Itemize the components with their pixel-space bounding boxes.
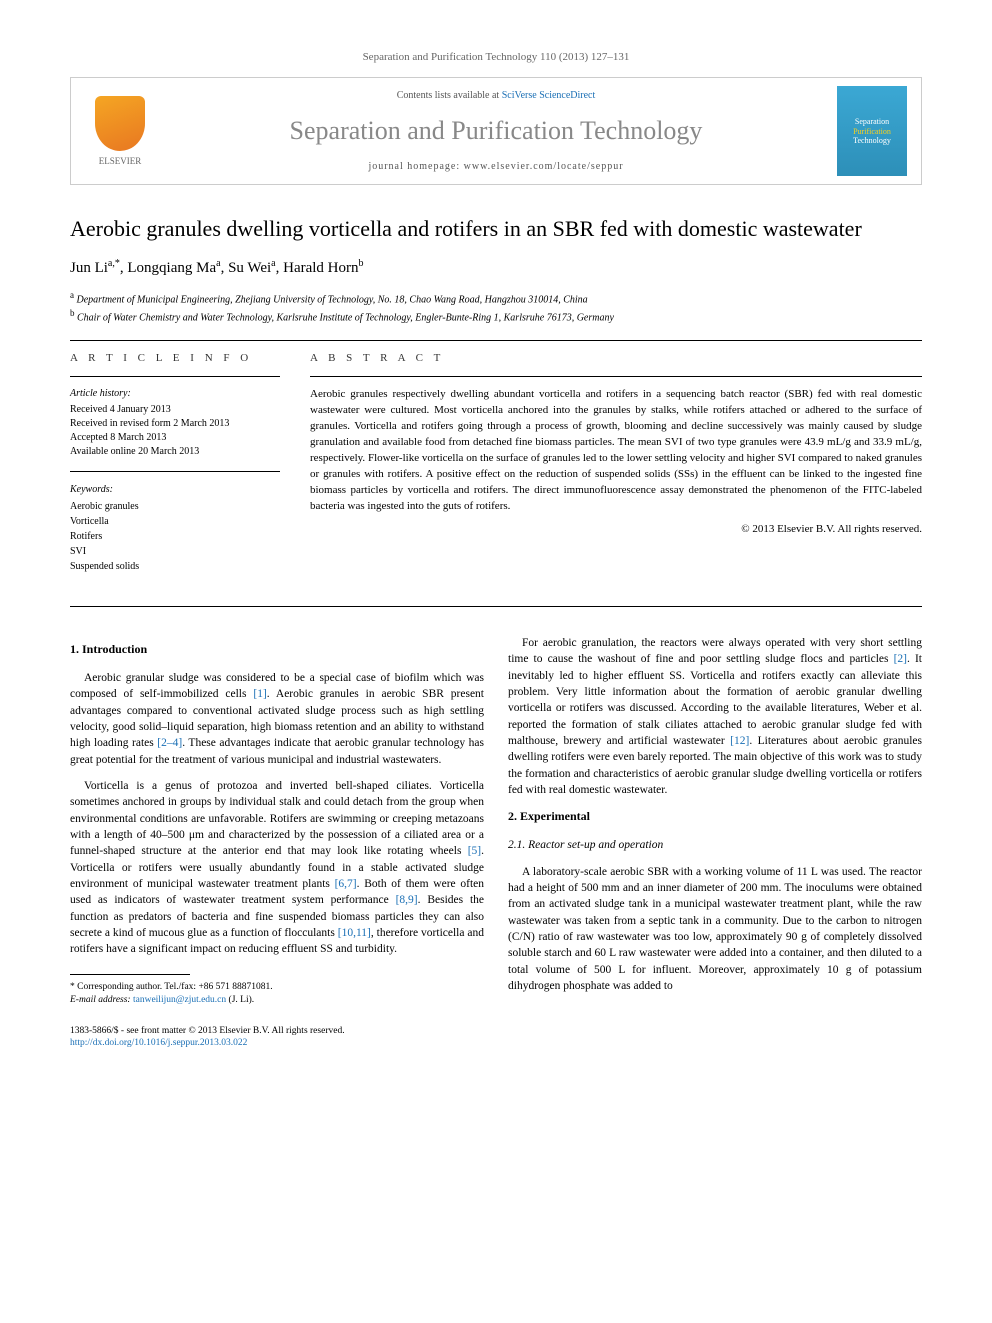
divider [70, 606, 922, 607]
author-item[interactable]: Longqiang Maa [127, 260, 220, 276]
history-label: Article history: [70, 387, 280, 401]
info-abstract-row: A R T I C L E I N F O Article history: R… [70, 351, 922, 586]
keyword-item: SVI [70, 544, 280, 559]
experimental-paragraph: A laboratory-scale aerobic SBR with a wo… [508, 864, 922, 995]
doi-prefix[interactable]: http://dx.doi.org/ [70, 1038, 134, 1048]
header-citation: Separation and Purification Technology 1… [70, 50, 922, 65]
body-columns: 1. Introduction Aerobic granular sludge … [70, 635, 922, 1007]
contents-prefix: Contents lists available at [397, 90, 502, 101]
email-line: E-mail address: tanweilijun@zjut.edu.cn … [70, 994, 484, 1007]
journal-name: Separation and Purification Technology [155, 113, 837, 149]
author-item[interactable]: Harald Hornb [283, 260, 363, 276]
keywords-block: Keywords: Aerobic granules Vorticella Ro… [70, 482, 280, 574]
keywords-label: Keywords: [70, 482, 280, 497]
abstract-heading: A B S T R A C T [310, 351, 922, 366]
journal-header-box: ELSEVIER Contents lists available at Sci… [70, 77, 922, 185]
ref-link[interactable]: [1] [253, 688, 266, 700]
article-history-block: Article history: Received 4 January 2013… [70, 387, 280, 459]
contents-list-line: Contents lists available at SciVerse Sci… [155, 89, 837, 103]
elsevier-logo[interactable]: ELSEVIER [85, 91, 155, 171]
left-column: 1. Introduction Aerobic granular sludge … [70, 635, 484, 1007]
footnote-separator [70, 974, 190, 975]
page-container: Separation and Purification Technology 1… [0, 0, 992, 1100]
ref-link[interactable]: [2] [894, 653, 907, 665]
abstract-divider [310, 376, 922, 377]
footnotes: * Corresponding author. Tel./fax: +86 57… [70, 981, 484, 1008]
history-line: Available online 20 March 2013 [70, 445, 280, 459]
email-suffix: (J. Li). [229, 995, 255, 1005]
intro-paragraph: Vorticella is a genus of protozoa and in… [70, 778, 484, 958]
history-line: Accepted 8 March 2013 [70, 431, 280, 445]
footer-line-1: 1383-5866/$ - see front matter © 2013 El… [70, 1025, 922, 1037]
footer-line-2: http://dx.doi.org/10.1016/j.seppur.2013.… [70, 1037, 922, 1049]
keyword-item: Suspended solids [70, 559, 280, 574]
homepage-url[interactable]: www.elsevier.com/locate/seppur [464, 161, 624, 172]
keyword-item: Aerobic granules [70, 499, 280, 514]
subsection-heading-reactor: 2.1. Reactor set-up and operation [508, 837, 922, 853]
cover-word-1: Separation [855, 117, 889, 127]
author-list: Jun Lia,*, Longqiang Maa, Su Weia, Haral… [70, 257, 922, 279]
intro-paragraph: Aerobic granular sludge was considered t… [70, 670, 484, 768]
affiliation-item: a Department of Municipal Engineering, Z… [70, 289, 922, 307]
right-column: For aerobic granulation, the reactors we… [508, 635, 922, 1007]
section-heading-intro: 1. Introduction [70, 641, 484, 658]
abstract-column: A B S T R A C T Aerobic granules respect… [310, 351, 922, 586]
elsevier-tree-icon [95, 96, 145, 151]
ref-link[interactable]: [2–4] [157, 737, 182, 749]
divider [70, 340, 922, 341]
ref-link[interactable]: [5] [468, 845, 481, 857]
article-info-heading: A R T I C L E I N F O [70, 351, 280, 366]
affiliation-item: b Chair of Water Chemistry and Water Tec… [70, 307, 922, 325]
publisher-name: ELSEVIER [99, 155, 142, 168]
ref-link[interactable]: [6,7] [335, 878, 357, 890]
cover-word-3: Technology [853, 136, 891, 146]
info-divider [70, 471, 280, 472]
keyword-item: Vorticella [70, 514, 280, 529]
affiliations: a Department of Municipal Engineering, Z… [70, 289, 922, 326]
sciencedirect-link[interactable]: SciVerse ScienceDirect [502, 90, 596, 101]
section-heading-experimental: 2. Experimental [508, 808, 922, 825]
abstract-text: Aerobic granules respectively dwelling a… [310, 387, 922, 515]
author-item[interactable]: Su Weia [228, 260, 276, 276]
info-divider [70, 376, 280, 377]
homepage-prefix: journal homepage: [368, 161, 463, 172]
email-label: E-mail address: [70, 995, 131, 1005]
abstract-copyright: © 2013 Elsevier B.V. All rights reserved… [310, 522, 922, 537]
header-center: Contents lists available at SciVerse Sci… [155, 89, 837, 173]
corresponding-author-note: * Corresponding author. Tel./fax: +86 57… [70, 981, 484, 994]
article-title: Aerobic granules dwelling vorticella and… [70, 215, 922, 243]
journal-cover-thumb[interactable]: Separation Purification Technology [837, 86, 907, 176]
article-info-column: A R T I C L E I N F O Article history: R… [70, 351, 280, 586]
history-line: Received in revised form 2 March 2013 [70, 417, 280, 431]
history-line: Received 4 January 2013 [70, 403, 280, 417]
author-item[interactable]: Jun Lia,* [70, 260, 120, 276]
homepage-line: journal homepage: www.elsevier.com/locat… [155, 160, 837, 174]
ref-link[interactable]: [12] [730, 735, 749, 747]
doi-link[interactable]: 10.1016/j.seppur.2013.03.022 [134, 1038, 247, 1048]
email-link[interactable]: tanweilijun@zjut.edu.cn [133, 995, 226, 1005]
intro-paragraph: For aerobic granulation, the reactors we… [508, 635, 922, 798]
cover-word-2: Purification [853, 127, 891, 137]
page-footer: 1383-5866/$ - see front matter © 2013 El… [70, 1025, 922, 1050]
keyword-item: Rotifers [70, 529, 280, 544]
ref-link[interactable]: [10,11] [338, 927, 371, 939]
ref-link[interactable]: [8,9] [396, 894, 418, 906]
